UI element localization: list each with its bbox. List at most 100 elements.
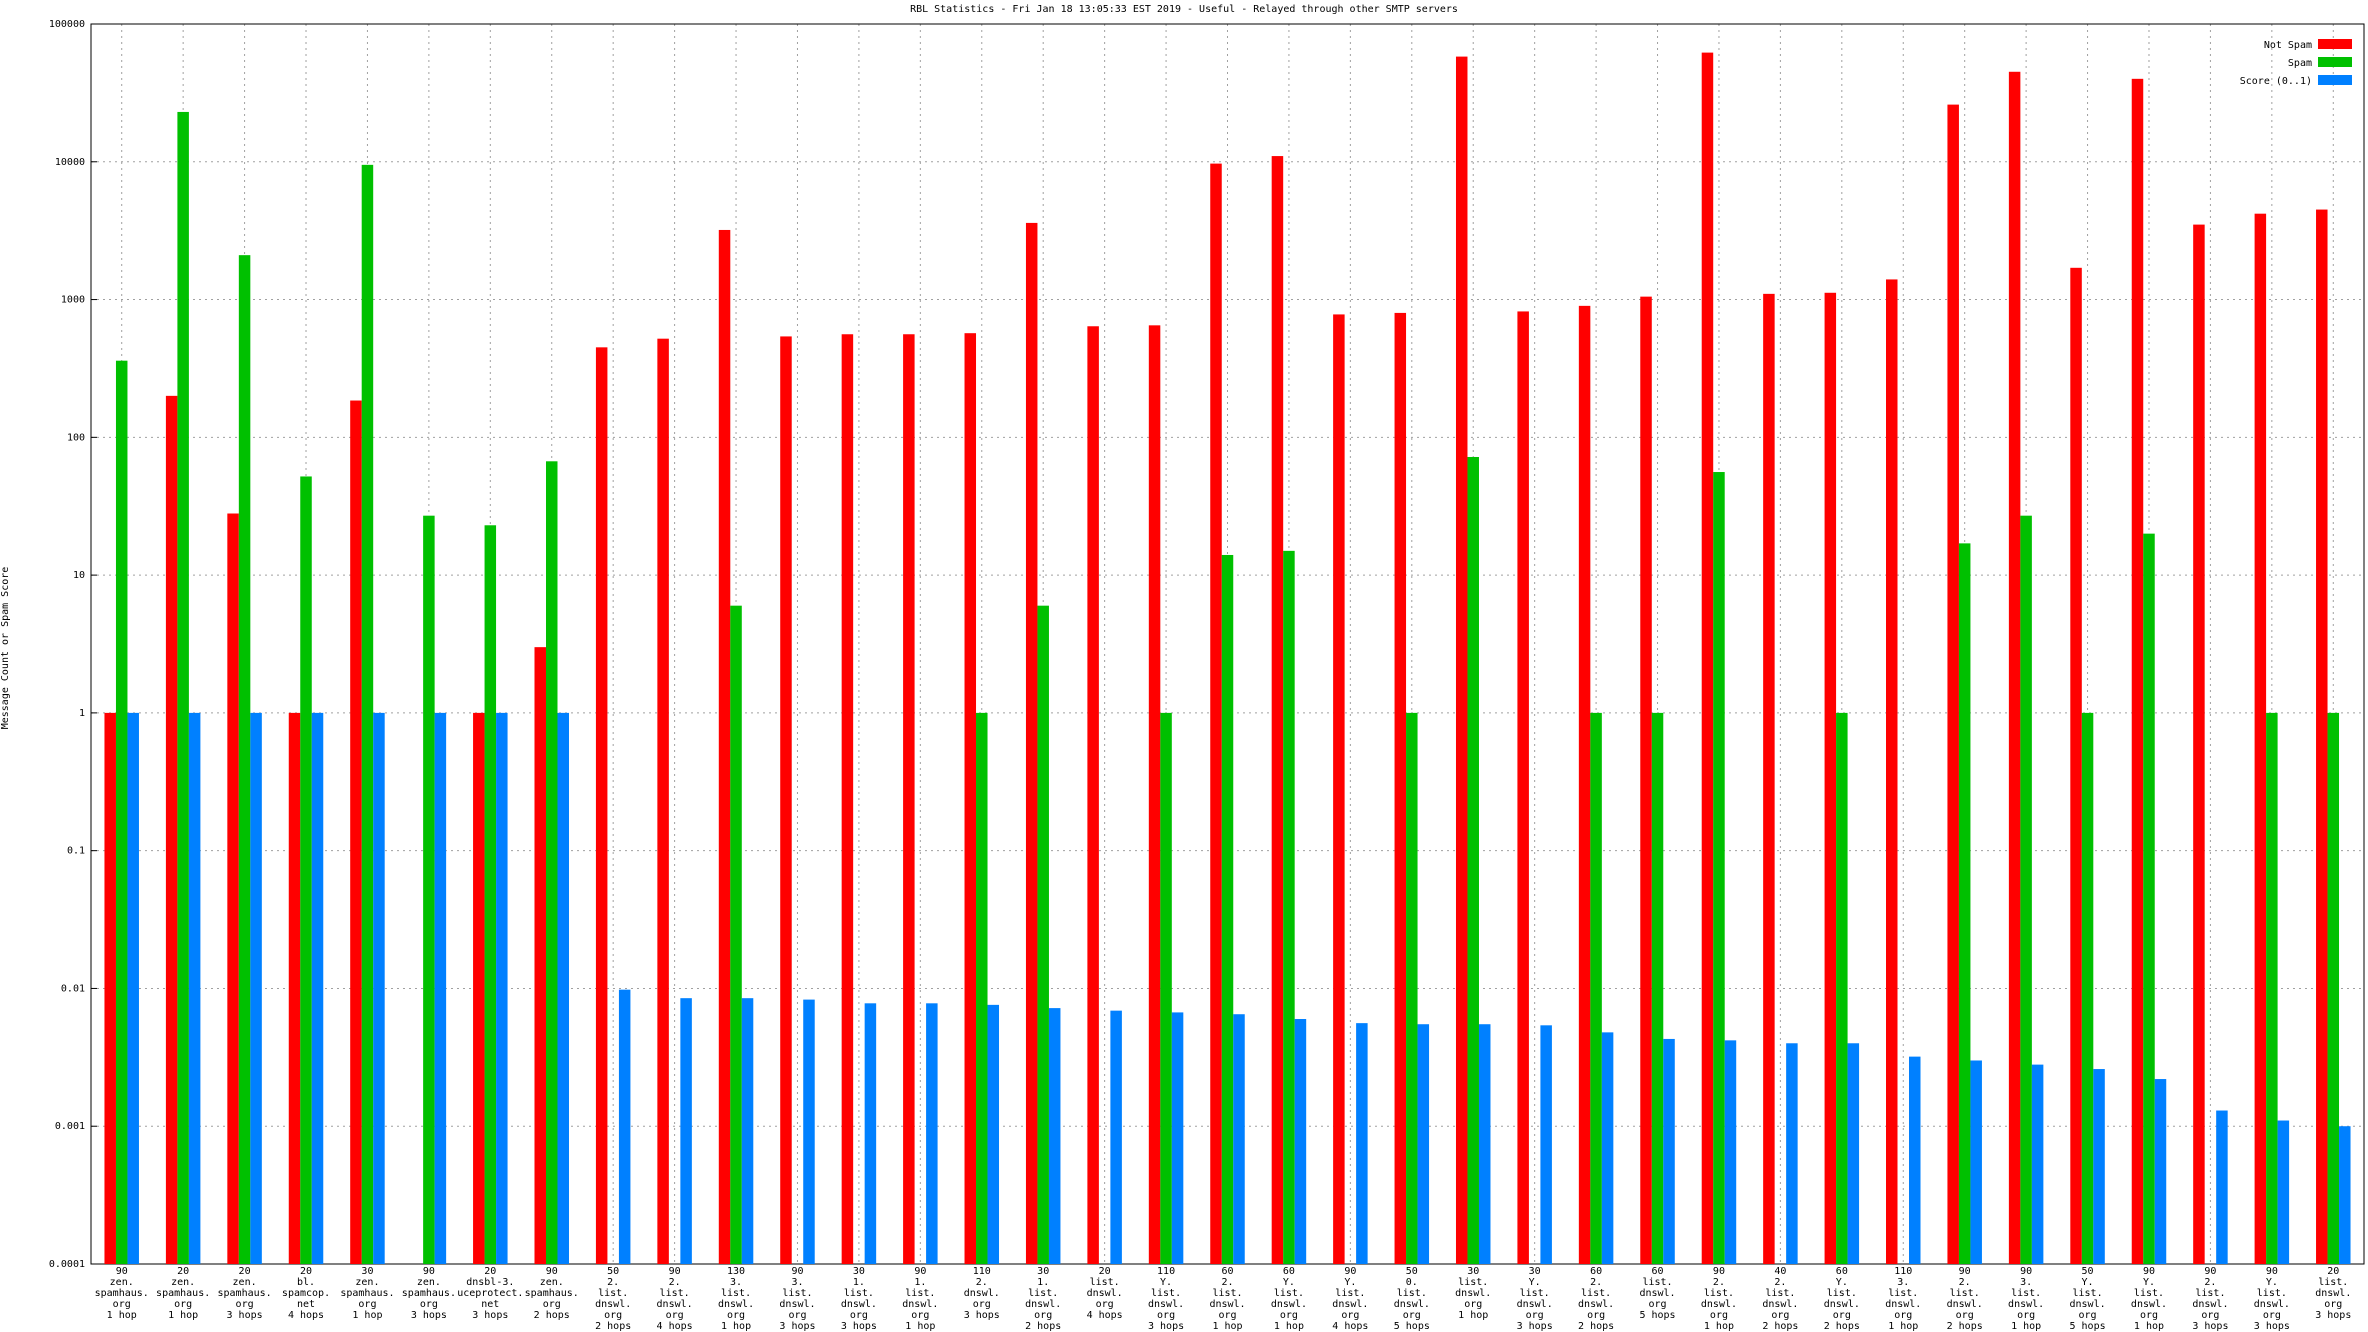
bar (115, 360, 128, 1264)
bar (741, 998, 754, 1264)
x-tick-label-line: 3 hops (1517, 1321, 1553, 1332)
bar (423, 515, 435, 1264)
bar (1171, 1012, 1184, 1264)
bar (188, 712, 201, 1264)
x-tick-label-line: list. (721, 1288, 751, 1299)
x-tick-label-line: org (727, 1310, 745, 1321)
bar (1763, 293, 1775, 1265)
x-tick-label-line: dnswl. (1087, 1288, 1123, 1299)
bar (1517, 311, 1529, 1265)
y-tick-label: 10 (73, 570, 85, 581)
x-tick-label-line: list. (2072, 1288, 2102, 1299)
bar (373, 712, 385, 1264)
x-tick-label-line: 20 (1099, 1266, 1111, 1277)
bar (1333, 314, 1345, 1265)
y-tick-label: 100 (67, 432, 85, 443)
x-tick-label-line: Y. (1160, 1277, 1172, 1288)
x-tick-label-line: 4 hops (1087, 1310, 1123, 1321)
bar (484, 525, 497, 1264)
x-tick-label-line: 90 (1713, 1266, 1725, 1277)
x-tick-label-line: zen. (233, 1277, 257, 1288)
x-tick-label-line: 90 (1959, 1266, 1971, 1277)
x-tick-label-line: 90 (914, 1266, 926, 1277)
x-tick-label-line: 30 (361, 1266, 373, 1277)
x-tick-label-line: 50 (2082, 1266, 2094, 1277)
x-tick-label-line: 2. (1774, 1277, 1786, 1288)
bar (545, 461, 558, 1264)
x-tick-label-line: list. (1520, 1288, 1550, 1299)
bar (1394, 312, 1407, 1264)
bar (1947, 104, 1959, 1265)
x-tick-label-line: list. (1212, 1288, 1242, 1299)
bar (1455, 56, 1468, 1265)
x-tick-label-line: org (2263, 1310, 2281, 1321)
x-tick-label-line: 1 hop (2011, 1321, 2041, 1332)
x-tick-label-line: 20 (484, 1266, 496, 1277)
x-tick-label-line: org (2324, 1299, 2342, 1310)
chart-title: RBL Statistics - Fri Jan 18 13:05:33 EST… (910, 4, 1458, 15)
bar (1651, 712, 1664, 1264)
x-tick-label-line: 5 hops (1394, 1321, 1430, 1332)
bar (300, 476, 312, 1264)
x-tick-label-line: org (1464, 1299, 1482, 1310)
bar (2143, 533, 2155, 1264)
x-tick-label-line: spamhaus. (402, 1288, 456, 1299)
x-tick-label-line: org (1833, 1310, 1851, 1321)
x-tick-label-line: list. (2011, 1288, 2041, 1299)
x-tick-label-line: 1 hop (905, 1321, 935, 1332)
bar (1601, 1032, 1614, 1264)
bar (1724, 1040, 1737, 1264)
x-tick-label-line: org (2079, 1310, 2097, 1321)
x-tick-label-line: list. (2318, 1277, 2348, 1288)
x-tick-label-line: net (481, 1299, 499, 1310)
y-axis-label: Message Count or Spam Score (0, 567, 11, 730)
x-tick-label-line: 3 hops (2315, 1310, 2351, 1321)
x-tick-label: 130 3. list. dnswl. org 1 hop (718, 1266, 754, 1332)
x-tick-label-line: dnswl. (964, 1288, 1000, 1299)
x-tick-label: 110 Y. list. dnswl. org 3 hops (1148, 1266, 1184, 1332)
bar (557, 712, 569, 1264)
x-tick-label-line: dnswl. (1885, 1299, 1921, 1310)
bar (127, 712, 139, 1264)
x-tick-label-line: list. (1090, 1277, 1120, 1288)
x-tick-label-line: org (1771, 1310, 1789, 1321)
x-tick-label: 90 Y. list. dnswl. org 1 hop (2131, 1266, 2167, 1332)
x-tick-label-line: dnswl. (718, 1299, 754, 1310)
x-tick-label-line: 90 (2020, 1266, 2032, 1277)
x-tick-label-line: spamhaus. (340, 1288, 394, 1299)
x-tick-label-line: 3. (791, 1277, 803, 1288)
bar (1087, 326, 1099, 1264)
x-tick-label-line: 50 (607, 1266, 619, 1277)
x-tick-label-line: spamhaus. (217, 1288, 271, 1299)
x-tick-label-line: org (420, 1299, 438, 1310)
bar (1540, 1025, 1552, 1264)
x-tick-label-line: org (1096, 1299, 1114, 1310)
x-tick-label-line: zen. (540, 1277, 564, 1288)
bar (926, 1003, 938, 1264)
x-tick-label-line: org (1587, 1310, 1605, 1321)
x-tick-label-line: zen. (355, 1277, 379, 1288)
x-tick-label-line: org (2201, 1310, 2219, 1321)
x-tick-label-line: org (543, 1299, 561, 1310)
x-tick-label-line: list. (660, 1288, 690, 1299)
x-tick-label: 50 2. list. dnswl. org 2 hops (595, 1266, 631, 1332)
y-tick-label: 0.1 (67, 846, 85, 857)
bar (1048, 1008, 1061, 1264)
x-tick-label: 20 list. dnswl. org 4 hops (1087, 1266, 1123, 1321)
x-tick-label-line: Y. (1344, 1277, 1356, 1288)
x-tick-label-line: 2. (607, 1277, 619, 1288)
x-tick-label-line: dnsbl-3. (466, 1277, 514, 1288)
x-tick-label-line: dnswl. (1824, 1299, 1860, 1310)
x-tick-label-line: list. (1458, 1277, 1488, 1288)
x-tick-label-line: 2 hops (595, 1321, 631, 1332)
bar (803, 999, 815, 1264)
x-tick-label-line: dnswl. (1701, 1299, 1737, 1310)
bar (1590, 712, 1602, 1264)
bar (1025, 222, 1038, 1265)
x-tick-label-line: spamhaus. (525, 1288, 579, 1299)
bar (104, 712, 116, 1264)
x-tick-label-line: list. (2257, 1288, 2287, 1299)
x-tick-label-line: list. (1950, 1288, 1980, 1299)
x-tick-label-line: dnswl. (1148, 1299, 1184, 1310)
x-tick-label: 90 2. list. dnswl. org 4 hops (657, 1266, 693, 1332)
